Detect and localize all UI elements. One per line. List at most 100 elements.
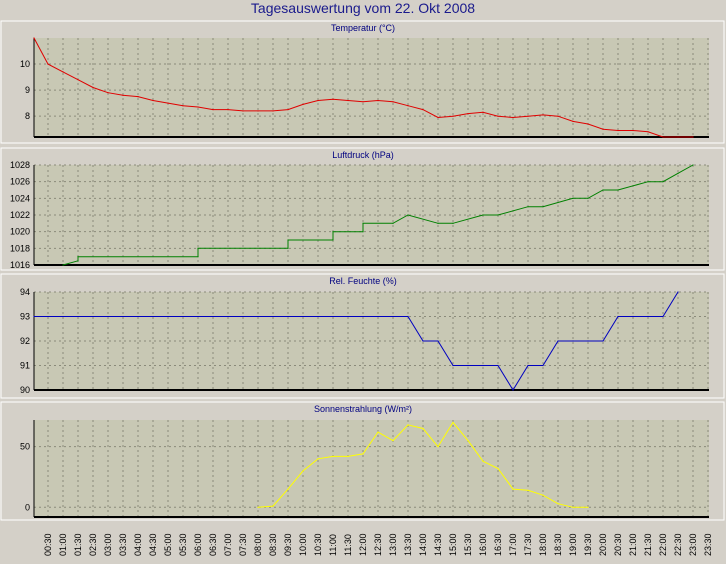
data-point: [587, 506, 589, 508]
x-tick-label: 18:30: [553, 533, 563, 556]
x-tick-label: 04:00: [133, 533, 143, 556]
x-tick-label: 15:30: [463, 533, 473, 556]
data-point: [362, 222, 364, 224]
data-point: [272, 505, 274, 507]
data-point: [137, 96, 139, 98]
data-point: [287, 247, 289, 249]
data-point: [527, 115, 529, 117]
x-tick-label: 04:30: [148, 533, 158, 556]
data-point: [437, 222, 439, 224]
page-title: Tagesauswertung vom 22. Okt 2008: [250, 0, 476, 16]
x-tick-label: 17:30: [523, 533, 533, 556]
data-point: [227, 109, 229, 111]
x-tick-label: 03:00: [103, 533, 113, 556]
plot-area: [34, 165, 709, 265]
data-point: [107, 92, 109, 94]
x-tick-label: 07:30: [238, 533, 248, 556]
y-tick-label: 1020: [10, 227, 30, 237]
chart-title: Rel. Feuchte (%): [329, 276, 397, 286]
data-point: [482, 460, 484, 462]
x-tick-label: 10:30: [313, 533, 323, 556]
y-tick-label: 90: [20, 385, 30, 395]
data-point: [632, 129, 634, 132]
data-point: [587, 197, 589, 199]
data-point: [437, 116, 439, 119]
data-point: [647, 131, 649, 133]
y-tick-label: 1016: [10, 260, 30, 270]
y-tick-label: 93: [20, 312, 30, 322]
panel-frame-3: [0, 273, 725, 399]
data-point: [497, 214, 499, 216]
x-tick-label: 06:00: [193, 533, 203, 556]
data-point: [407, 214, 409, 216]
x-tick-label: 12:00: [358, 533, 368, 556]
data-point: [392, 440, 394, 442]
data-point: [542, 494, 544, 496]
data-point: [572, 506, 574, 508]
y-tick-label: 1026: [10, 177, 30, 187]
data-point: [482, 364, 484, 367]
x-tick-label: 05:00: [163, 533, 173, 556]
x-tick-label: 08:30: [268, 533, 278, 556]
data-point: [77, 260, 79, 262]
x-tick-label: 05:30: [178, 533, 188, 556]
data-point: [332, 239, 334, 241]
data-point: [467, 364, 469, 367]
data-point: [347, 99, 349, 102]
data-point: [617, 315, 619, 318]
data-point: [452, 222, 454, 224]
data-point: [647, 181, 649, 183]
x-tick-label: 13:30: [403, 533, 413, 556]
x-tick-label: 14:00: [418, 533, 428, 556]
x-tick-label: 13:00: [388, 533, 398, 556]
x-tick-labels: 00:30 01:00 01:30 02:30 03:00 03:30 04:00 04:30…: [43, 533, 713, 556]
x-tick-label: 02:30: [88, 533, 98, 556]
data-point: [497, 467, 499, 470]
data-point: [362, 231, 364, 233]
chart-panel-1: 8 9 10 Temperatur (°C): [20, 23, 709, 138]
data-point: [617, 129, 619, 132]
data-point: [33, 315, 35, 318]
x-tick-label: 11:00: [328, 534, 338, 556]
y-tick-label: 8: [25, 111, 30, 121]
data-point: [482, 111, 484, 113]
data-point: [542, 206, 544, 208]
data-point: [542, 364, 544, 367]
data-point: [542, 114, 544, 116]
x-tick-label: 12:30: [373, 533, 383, 556]
data-point: [677, 172, 679, 174]
data-point: [152, 99, 154, 102]
x-tick-label: 16:30: [493, 533, 503, 556]
data-point: [512, 488, 514, 490]
data-point: [407, 315, 409, 318]
data-point: [33, 37, 35, 39]
x-tick-label: 22:00: [658, 533, 668, 556]
chart-panel-2: 1016 1018 1020 1022 1024 1026 1028 Luftdruck (h…: [10, 150, 709, 270]
data-point: [662, 315, 664, 318]
data-point: [287, 488, 289, 490]
data-point: [47, 63, 49, 65]
data-point: [242, 110, 244, 112]
data-point: [437, 340, 439, 342]
data-point: [662, 136, 664, 138]
panel-frame-2: [0, 147, 725, 271]
y-tick-label: 10: [20, 59, 30, 69]
data-point: [512, 116, 514, 119]
data-point: [602, 128, 604, 130]
data-point: [347, 455, 349, 457]
chart-title: Temperatur (°C): [331, 23, 395, 33]
data-point: [377, 99, 379, 102]
data-point: [77, 256, 79, 258]
data-point: [572, 120, 574, 122]
data-point: [287, 239, 289, 241]
y-tick-label: 1024: [10, 193, 30, 203]
x-tick-label: 16:00: [478, 533, 488, 556]
x-tick-label: 21:30: [643, 533, 653, 556]
data-point: [467, 112, 469, 115]
data-point: [62, 71, 64, 73]
x-tick-label: 14:30: [433, 533, 443, 556]
data-point: [602, 340, 604, 342]
data-point: [182, 105, 184, 107]
data-point: [287, 109, 289, 111]
